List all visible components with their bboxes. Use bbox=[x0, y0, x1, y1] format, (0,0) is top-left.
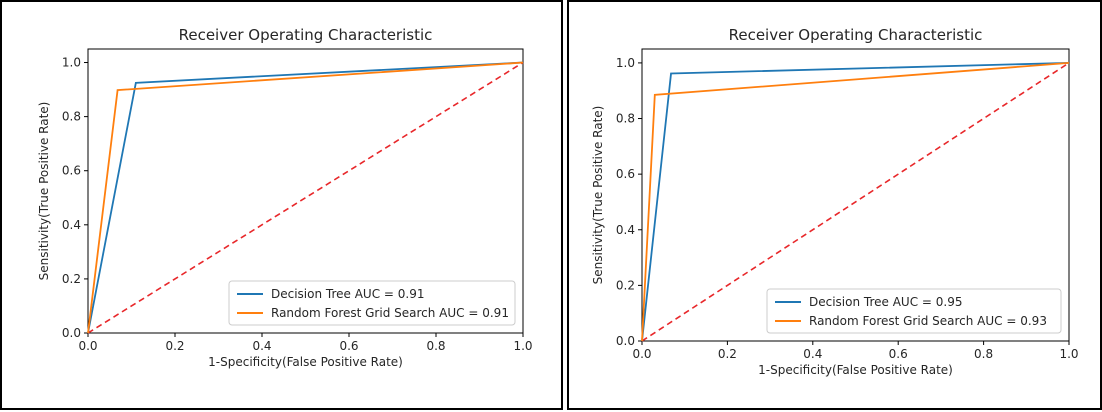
plot-frame bbox=[641, 48, 1070, 342]
x-tick-label: 0.6 bbox=[339, 339, 358, 353]
legend-box bbox=[228, 280, 516, 326]
y-tick-label: 0.4 bbox=[616, 223, 635, 237]
y-tick-label: 0.6 bbox=[616, 167, 635, 181]
y-tick-label: 0.2 bbox=[616, 278, 635, 292]
y-tick-label: 0.0 bbox=[616, 334, 635, 348]
y-axis-label: Sensitivity(True Positive Rate) bbox=[37, 102, 51, 281]
diagonal-reference-line bbox=[87, 61, 524, 334]
y-tick-label: 0.2 bbox=[62, 272, 81, 286]
y-tick-label: 0.6 bbox=[62, 164, 81, 178]
x-tick-label: 1.0 bbox=[513, 339, 532, 353]
x-tick-label: 0.4 bbox=[252, 339, 271, 353]
y-tick-label: 1.0 bbox=[616, 56, 635, 70]
x-tick-label: 1.0 bbox=[1059, 347, 1078, 361]
x-tick-label: 0.2 bbox=[718, 347, 737, 361]
y-tick-label: 0.8 bbox=[62, 110, 81, 124]
chart-title: Receiver Operating Characteristic bbox=[179, 26, 433, 44]
x-tick-label: 0.0 bbox=[632, 347, 651, 361]
legend-entry: Decision Tree AUC = 0.91 bbox=[271, 287, 425, 301]
legend-box bbox=[766, 288, 1062, 334]
plot-frame bbox=[87, 48, 524, 334]
x-tick-label: 0.0 bbox=[78, 339, 97, 353]
x-tick-label: 0.6 bbox=[889, 347, 908, 361]
y-tick-label: 1.0 bbox=[62, 56, 81, 70]
roc-chart-right: Receiver Operating Characteristic 0.0 0.2 0… bbox=[591, 26, 1079, 377]
chart-title: Receiver Operating Characteristic bbox=[729, 26, 983, 44]
y-tick-label: 0.8 bbox=[616, 112, 635, 126]
legend-entry: Random Forest Grid Search AUC = 0.93 bbox=[809, 314, 1047, 328]
x-tick-label: 0.4 bbox=[803, 347, 822, 361]
x-axis-label: 1-Specificity(False Positive Rate) bbox=[758, 363, 953, 377]
x-tick-label: 0.2 bbox=[165, 339, 184, 353]
legend-entry: Decision Tree AUC = 0.95 bbox=[809, 295, 963, 309]
y-tick-label: 0.0 bbox=[62, 326, 81, 340]
x-tick-label: 0.8 bbox=[426, 339, 445, 353]
legend-entry: Random Forest Grid Search AUC = 0.91 bbox=[271, 306, 509, 320]
x-tick-label: 0.8 bbox=[974, 347, 993, 361]
y-tick-label: 0.4 bbox=[62, 218, 81, 232]
chart-panel-left: Receiver Operating Characteristic 0.0 0.2 0… bbox=[0, 0, 563, 410]
chart-panel-right: Receiver Operating Characteristic 0.0 0.2 0… bbox=[567, 0, 1102, 410]
y-axis-label: Sensitivity(True Positive Rate) bbox=[591, 106, 605, 285]
diagonal-reference-line bbox=[641, 62, 1070, 342]
x-axis-label: 1-Specificity(False Positive Rate) bbox=[208, 355, 403, 369]
series-line-0 bbox=[641, 62, 1070, 342]
roc-chart-left: Receiver Operating Characteristic 0.0 0.2 0… bbox=[37, 26, 533, 369]
series-line-1 bbox=[87, 61, 524, 334]
series-line-0 bbox=[87, 61, 524, 334]
series-line-1 bbox=[641, 62, 1070, 342]
